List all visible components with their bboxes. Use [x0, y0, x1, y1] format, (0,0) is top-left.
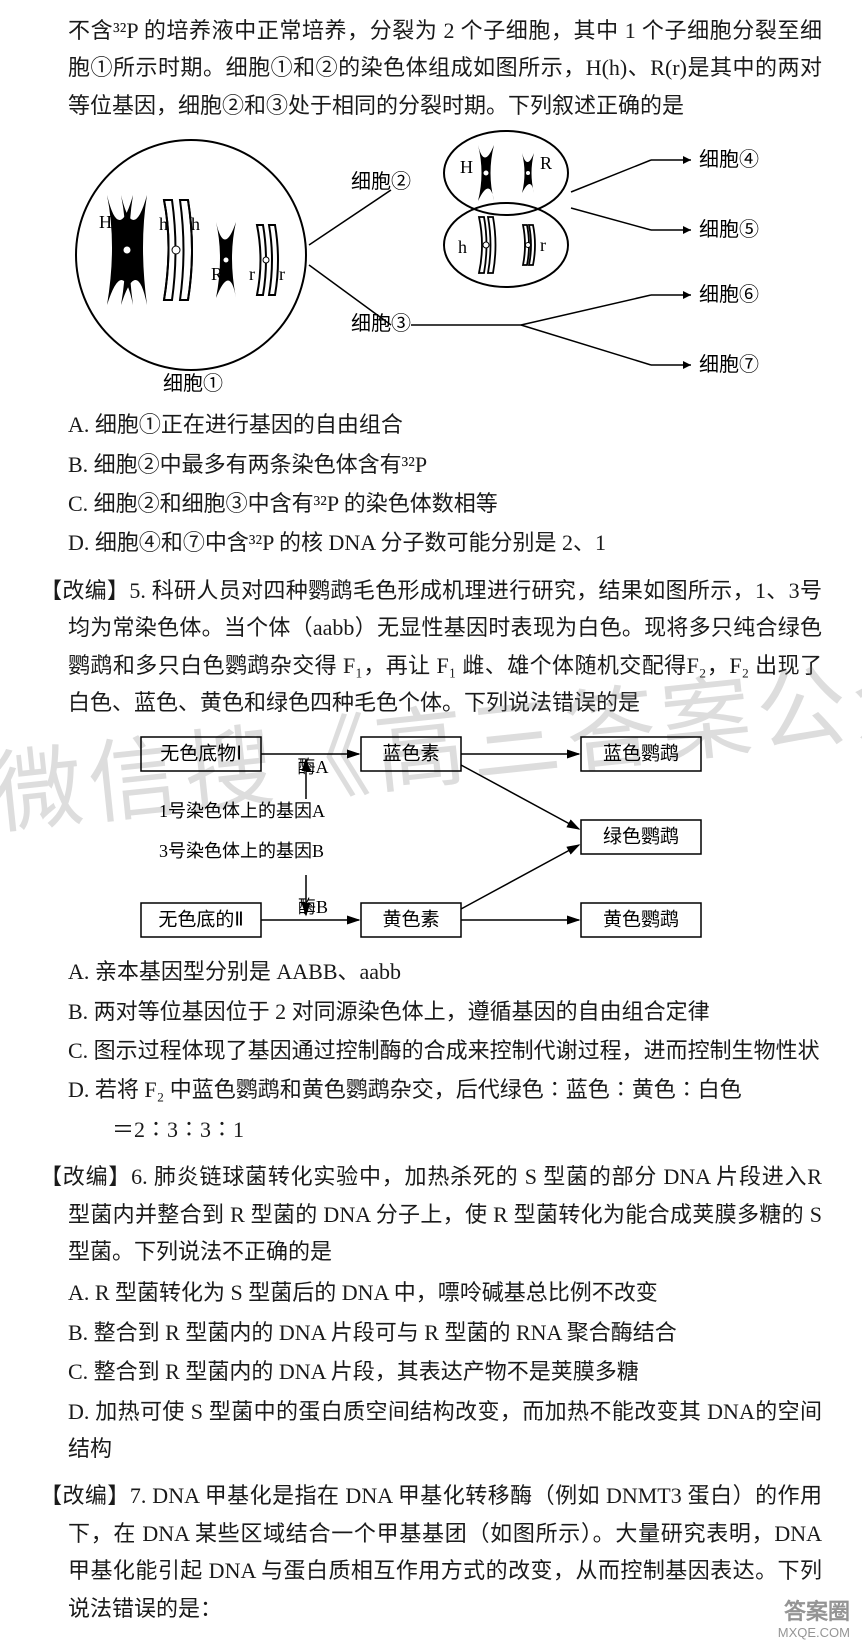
noteA: 1号染色体上的基因A: [159, 801, 325, 821]
q5-options: A. 亲本基因型分别是 AABB、aabb B. 两对等位基因位于 2 对同源染…: [40, 953, 822, 1148]
q4-opt-a: A. 细胞①正在进行基因的自由组合: [68, 406, 822, 443]
allele-r: r: [249, 264, 255, 284]
allele-h: h: [159, 214, 168, 234]
box-yellow-bird: 黄色鹦鹉: [603, 909, 679, 931]
box-blue-bird: 蓝色鹦鹉: [603, 743, 679, 765]
box-sub2: 无色底的Ⅱ: [158, 909, 243, 931]
cell1-label: 细胞①: [163, 372, 223, 395]
allele-r2: r: [279, 264, 285, 284]
q4-opt-c: C. 细胞②和细胞③中含有³²P 的染色体数相等: [68, 485, 822, 522]
allele-h2: h: [191, 214, 200, 234]
q5-opt-b: B. 两对等位基因位于 2 对同源染色体上，遵循基因的自由组合定律: [68, 993, 822, 1030]
q5-head: 【改编】5. 科研人员对四种鹦鹉毛色形成机理进行研究，结果如图所示，1、3号均为…: [40, 572, 822, 722]
c2-rr: r: [540, 235, 546, 255]
cell3-label: 细胞③: [351, 312, 411, 335]
corner-line1: 答案圈: [778, 1599, 850, 1625]
q6-opt-b: B. 整合到 R 型菌内的 DNA 片段可与 R 型菌的 RNA 聚合酶结合: [68, 1314, 822, 1351]
enzB-label: 酶B: [298, 897, 328, 917]
c2-R: R: [540, 153, 552, 173]
box-sub1: 无色底物Ⅰ: [160, 743, 242, 765]
allele-R: R: [211, 264, 223, 284]
q4-opt-d: D. 细胞④和⑦中含³²P 的核 DNA 分子数可能分别是 2、1: [68, 524, 822, 561]
q4-options: A. 细胞①正在进行基因的自由组合 B. 细胞②中最多有两条染色体含有³²P C…: [40, 406, 822, 562]
q6-opt-c: C. 整合到 R 型菌内的 DNA 片段，其表达产物不是荚膜多糖: [68, 1353, 822, 1390]
cell6-label: 细胞⑥: [699, 283, 759, 306]
q5-opt-c: C. 图示过程体现了基因通过控制酶的合成来控制代谢过程，进而控制生物性状: [68, 1032, 822, 1069]
c2-H: H: [460, 157, 473, 177]
cell7-label: 细胞⑦: [699, 353, 759, 376]
q4-opt-b: B. 细胞②中最多有两条染色体含有³²P: [68, 446, 822, 483]
q6-options: A. R 型菌转化为 S 型菌后的 DNA 中，嘌呤碱基总比例不改变 B. 整合…: [40, 1274, 822, 1467]
allele-H: H: [99, 212, 112, 232]
box-green-bird: 绿色鹦鹉: [603, 826, 679, 848]
q6-head: 【改编】6. 肺炎链球菌转化实验中，加热杀死的 S 型菌的部分 DNA 片段进入…: [40, 1158, 822, 1270]
q6-opt-a: A. R 型菌转化为 S 型菌后的 DNA 中，嘌呤碱基总比例不改变: [68, 1274, 822, 1311]
q5-opt-d2: ＝2∶3∶3∶1: [68, 1111, 822, 1148]
q5-opt-a: A. 亲本基因型分别是 AABB、aabb: [68, 953, 822, 990]
q5-figure: 无色底物Ⅰ 无色底的Ⅱ 蓝色素 黄色素 蓝色鹦鹉 绿色鹦鹉 黄色鹦鹉 酶A 酶B…: [81, 727, 781, 947]
q4-figure: H h h R r r 细胞① 细胞② H: [51, 130, 811, 400]
q4-stem: 不含³²P 的培养液中正常培养，分裂为 2 个子细胞，其中 1 个子细胞分裂至细…: [40, 12, 822, 124]
box-yellow-pig: 黄色素: [382, 909, 439, 931]
cell2-label: 细胞②: [351, 170, 411, 193]
corner-line2: MXQE.COM: [778, 1625, 850, 1641]
enzA-label: 酶A: [298, 757, 329, 777]
cell4-label: 细胞④: [699, 148, 759, 171]
q7-head: 【改编】7. DNA 甲基化是指在 DNA 甲基化转移酶（例如 DNMT3 蛋白…: [40, 1477, 822, 1627]
c2-h: h: [458, 237, 467, 257]
noteB: 3号染色体上的基因B: [159, 841, 324, 861]
box-blue-pig: 蓝色素: [382, 743, 439, 765]
corner-watermark: 答案圈 MXQE.COM: [778, 1599, 850, 1641]
cell5-label: 细胞⑤: [699, 218, 759, 241]
q5-opt-d: D. 若将 F₂ 中蓝色鹦鹉和黄色鹦鹉杂交，后代绿色∶蓝色∶黄色∶白色: [68, 1071, 822, 1108]
q6-opt-d: D. 加热可使 S 型菌中的蛋白质空间结构改变，而加热不能改变其 DNA的空间结…: [68, 1393, 822, 1468]
